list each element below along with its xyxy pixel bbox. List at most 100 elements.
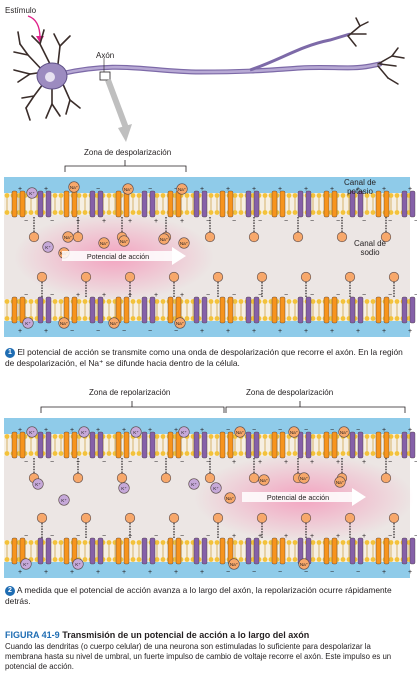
na-ion: Na⁺	[68, 181, 80, 193]
charge-sign: −	[24, 459, 28, 466]
axon-label: Axón	[96, 51, 115, 60]
potassium-channel	[297, 537, 312, 565]
charge-sign: −	[330, 569, 334, 576]
charge-sign: +	[382, 328, 386, 335]
gate-ball	[212, 271, 224, 283]
k-ion: K⁺	[188, 478, 200, 490]
charge-sign: +	[102, 292, 106, 299]
charge-sign: +	[336, 459, 340, 466]
charge-sign: −	[76, 533, 80, 540]
sodium-channel	[375, 537, 390, 565]
potassium-channel	[193, 190, 208, 218]
action-potential-label: Potencial de acción	[87, 252, 149, 261]
charge-sign: −	[206, 218, 210, 225]
step-2-badge: 2	[5, 585, 15, 596]
charge-sign: −	[174, 328, 178, 335]
k-channel-label: Canal de potasio	[343, 178, 377, 196]
charge-sign: +	[122, 569, 126, 576]
charge-sign: −	[304, 427, 308, 434]
sodium-channel	[219, 296, 234, 324]
charge-sign: +	[356, 186, 360, 193]
ion-label: K⁺	[29, 191, 35, 196]
charge-sign: −	[336, 218, 340, 225]
ion-label: K⁺	[191, 482, 197, 487]
charge-sign: −	[128, 459, 132, 466]
k-ion: K⁺	[130, 426, 142, 438]
charge-sign: +	[154, 218, 158, 225]
na-ion: Na⁺	[288, 426, 300, 438]
charge-sign: −	[50, 459, 54, 466]
gate-ball	[388, 271, 400, 283]
charge-sign: −	[414, 459, 417, 466]
charge-sign: −	[414, 292, 417, 299]
charge-sign: −	[50, 533, 54, 540]
charge-sign: +	[200, 569, 204, 576]
potassium-channel	[245, 296, 260, 324]
gate-ball	[36, 271, 48, 283]
potassium-channel	[245, 537, 260, 565]
gate-ball	[292, 231, 304, 243]
charge-sign: +	[76, 218, 80, 225]
gate-ball	[204, 231, 216, 243]
charge-sign: +	[180, 292, 184, 299]
charge-sign: −	[50, 218, 54, 225]
k-ion: K⁺	[42, 241, 54, 253]
charge-sign: −	[304, 569, 308, 576]
na-ion: Na⁺	[298, 558, 310, 570]
ion-label: Na⁺	[124, 187, 133, 192]
charge-sign: +	[252, 186, 256, 193]
charge-sign: +	[122, 427, 126, 434]
charge-sign: +	[278, 328, 282, 335]
charge-sign: −	[50, 292, 54, 299]
charge-sign: +	[362, 459, 366, 466]
gate-ball	[212, 512, 224, 524]
gate-ball	[72, 231, 84, 243]
na-ion: Na⁺	[118, 235, 130, 247]
charge-sign: +	[200, 186, 204, 193]
potassium-channel	[297, 431, 312, 459]
panel1-membrane-diagram: + − − + + − − + − + + − − + + − − + + − − + + − − + + − + − − + + − − + + − − +…	[4, 177, 417, 337]
na-ion: Na⁺	[258, 474, 270, 486]
panel1-zone-label: Zona de despolarización	[84, 148, 172, 157]
ion-label: K⁺	[61, 498, 67, 503]
charge-sign: −	[232, 292, 236, 299]
panel2-zone-right-label: Zona de despolarización	[246, 388, 334, 397]
potassium-channel	[141, 537, 156, 565]
action-potential-arrow: Potencial de acción	[62, 247, 186, 265]
charge-sign: +	[226, 186, 230, 193]
action-potential-label: Potencial de acción	[267, 493, 329, 502]
gate-ball	[124, 271, 136, 283]
ion-label: K⁺	[121, 486, 127, 491]
gate-ball	[80, 512, 92, 524]
sodium-channel	[375, 190, 390, 218]
k-ion: K⁺	[210, 482, 222, 494]
charge-sign: +	[382, 427, 386, 434]
gate-ball	[388, 512, 400, 524]
potassium-channel	[89, 296, 104, 324]
potassium-channel	[37, 190, 52, 218]
charge-sign: −	[388, 292, 392, 299]
charge-sign: −	[174, 186, 178, 193]
charge-sign: −	[226, 427, 230, 434]
ion-label: Na⁺	[60, 321, 69, 326]
charge-sign: +	[102, 218, 106, 225]
sodium-channel	[323, 537, 338, 565]
ion-label: K⁺	[25, 321, 31, 326]
sodium-channel	[11, 296, 26, 324]
sodium-channel	[323, 296, 338, 324]
panel2-zone-left-label: Zona de repolarización	[89, 388, 171, 397]
na-ion: Na⁺	[62, 231, 74, 243]
ion-label: Na⁺	[160, 237, 169, 242]
charge-sign: +	[76, 292, 80, 299]
charge-sign: +	[200, 328, 204, 335]
charge-sign: +	[96, 427, 100, 434]
potassium-channel	[141, 296, 156, 324]
charge-sign: +	[336, 533, 340, 540]
gate-ball	[204, 472, 216, 484]
sodium-channel	[167, 296, 182, 324]
figure-caption: Cuando las dendritas (o cuerpo celular) …	[5, 642, 392, 671]
charge-sign: +	[18, 186, 22, 193]
charge-sign: −	[356, 569, 360, 576]
panel1-zone-bracket	[64, 160, 187, 172]
charge-sign: −	[154, 533, 158, 540]
